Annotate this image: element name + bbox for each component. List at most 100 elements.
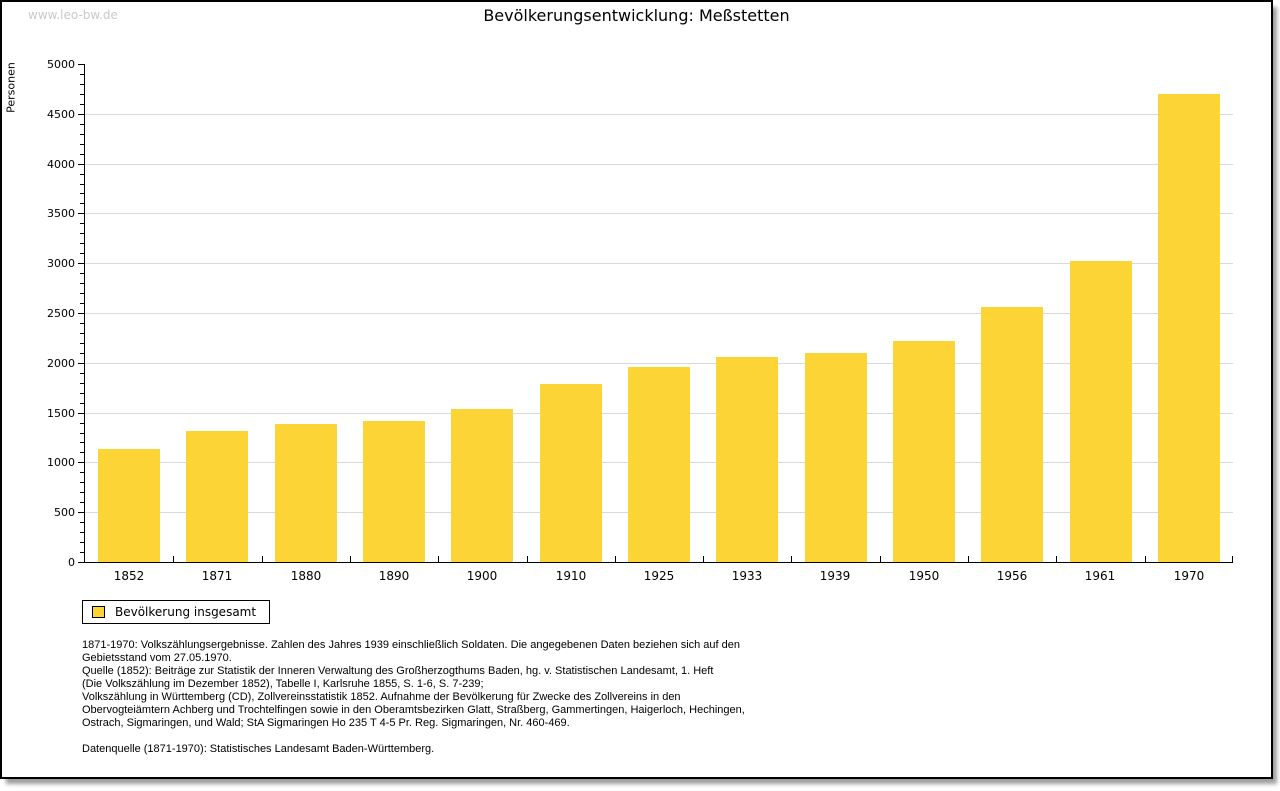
- y-axis-tick: [80, 343, 84, 344]
- y-axis-tick: [80, 403, 84, 404]
- grid-line: [85, 313, 1233, 314]
- grid-line: [85, 213, 1233, 214]
- y-axis-tick: [80, 393, 84, 394]
- x-axis-tick: [527, 556, 528, 562]
- y-axis-tick: [78, 164, 84, 165]
- y-axis-tick: [80, 423, 84, 424]
- y-axis-tick: [80, 373, 84, 374]
- footnote-line: (Die Volkszählung im Dezember 1852), Tab…: [82, 678, 484, 690]
- y-axis-tick: [78, 413, 84, 414]
- y-axis-tick: [80, 273, 84, 274]
- grid-line: [85, 263, 1233, 264]
- y-axis-tick: [80, 482, 84, 483]
- y-axis-tick: [78, 562, 84, 563]
- y-axis-tick-label: 2500: [47, 307, 75, 320]
- bar-1939: [805, 353, 867, 562]
- x-axis-label: 1956: [996, 569, 1028, 583]
- bar-1890: [363, 421, 425, 562]
- x-axis-tick: [1145, 556, 1146, 562]
- bar-1910: [540, 384, 602, 562]
- footnote-line: Volkszählung in Württemberg (CD), Zollve…: [82, 691, 681, 703]
- y-axis-tick: [80, 233, 84, 234]
- y-axis-tick: [78, 313, 84, 314]
- y-axis-tick: [80, 174, 84, 175]
- bar-1871: [186, 431, 248, 562]
- y-axis-tick: [78, 462, 84, 463]
- x-axis-tick: [791, 556, 792, 562]
- y-axis-tick: [80, 124, 84, 125]
- chart-title: Bevölkerungsentwicklung: Meßstetten: [483, 6, 790, 25]
- footnotes: 1871-1970: Volkszählungsergebnisse. Zahl…: [82, 639, 912, 756]
- y-axis-tick-label: 1500: [47, 407, 75, 420]
- grid-line: [85, 363, 1233, 364]
- y-axis-tick-label: 500: [54, 506, 75, 519]
- y-axis-tick-label: 3000: [47, 257, 75, 270]
- bar-1933: [716, 357, 778, 562]
- y-axis-tick: [80, 542, 84, 543]
- y-axis-tick: [80, 383, 84, 384]
- x-axis-tick: [1232, 556, 1233, 562]
- x-axis-label: 1961: [1084, 569, 1116, 583]
- footnote-line: Quelle (1852): Beiträge zur Statistik de…: [82, 665, 714, 677]
- y-axis-tick: [78, 64, 84, 65]
- x-axis-label: 1970: [1173, 569, 1205, 583]
- footnote-line: 1871-1970: Volkszählungsergebnisse. Zahl…: [82, 639, 741, 651]
- y-axis-tick-label: 4000: [47, 158, 75, 171]
- x-axis-label: 1871: [201, 569, 233, 583]
- x-axis-tick: [1056, 556, 1057, 562]
- y-axis-tick: [80, 223, 84, 224]
- y-axis-tick: [80, 253, 84, 254]
- y-axis-tick: [80, 293, 84, 294]
- y-axis-tick: [80, 104, 84, 105]
- y-axis-tick: [80, 532, 84, 533]
- y-axis-tick: [80, 353, 84, 354]
- x-axis-label: 1890: [378, 569, 410, 583]
- watermark: www.leo-bw.de: [28, 8, 118, 22]
- grid-line: [85, 164, 1233, 165]
- x-axis-tick: [438, 556, 439, 562]
- bar-1961: [1070, 261, 1132, 562]
- x-axis-label: 1900: [466, 569, 498, 583]
- bar-1900: [451, 409, 513, 562]
- y-axis-tick: [80, 502, 84, 503]
- x-axis-tick: [350, 556, 351, 562]
- footnote-line: Gebietsstand vom 27.05.1970.: [82, 652, 232, 664]
- y-axis-tick: [78, 363, 84, 364]
- bar-1852: [98, 449, 160, 562]
- y-axis-tick-label: 5000: [47, 58, 75, 71]
- y-axis-tick-label: 0: [68, 556, 75, 569]
- y-axis-tick: [80, 333, 84, 334]
- y-axis-tick-label: 1000: [47, 456, 75, 469]
- x-axis-tick: [968, 556, 969, 562]
- y-axis-tick: [80, 193, 84, 194]
- x-axis-tick: [880, 556, 881, 562]
- chart-page: www.leo-bw.de Bevölkerungsentwicklung: M…: [0, 0, 1273, 779]
- footnote-line: Ostrach, Sigmaringen, und Wald; StA Sigm…: [82, 717, 570, 729]
- y-axis-tick: [80, 522, 84, 523]
- x-axis-tick: [703, 556, 704, 562]
- legend-label: Bevölkerung insgesamt: [115, 605, 257, 619]
- bar-1880: [275, 424, 337, 562]
- x-axis-tick: [262, 556, 263, 562]
- x-axis-label: 1910: [555, 569, 587, 583]
- bar-1970: [1158, 94, 1220, 562]
- y-axis-tick-label: 3500: [47, 207, 75, 220]
- grid-line: [85, 114, 1233, 115]
- y-axis-tick: [80, 283, 84, 284]
- y-axis-tick: [80, 74, 84, 75]
- bar-1925: [628, 367, 690, 562]
- x-axis-label: 1950: [908, 569, 940, 583]
- y-axis-tick: [80, 303, 84, 304]
- y-axis-tick: [80, 144, 84, 145]
- x-axis-label: 1939: [819, 569, 851, 583]
- x-axis-label: 1925: [643, 569, 675, 583]
- y-axis-tick: [80, 472, 84, 473]
- y-axis-tick: [80, 84, 84, 85]
- y-axis-tick: [78, 213, 84, 214]
- x-axis-tick: [173, 556, 174, 562]
- y-axis-tick: [80, 552, 84, 553]
- y-axis-tick: [78, 263, 84, 264]
- source-line: Datenquelle (1871-1970): Statistisches L…: [82, 743, 435, 755]
- y-axis-tick: [80, 203, 84, 204]
- y-axis-tick: [80, 94, 84, 95]
